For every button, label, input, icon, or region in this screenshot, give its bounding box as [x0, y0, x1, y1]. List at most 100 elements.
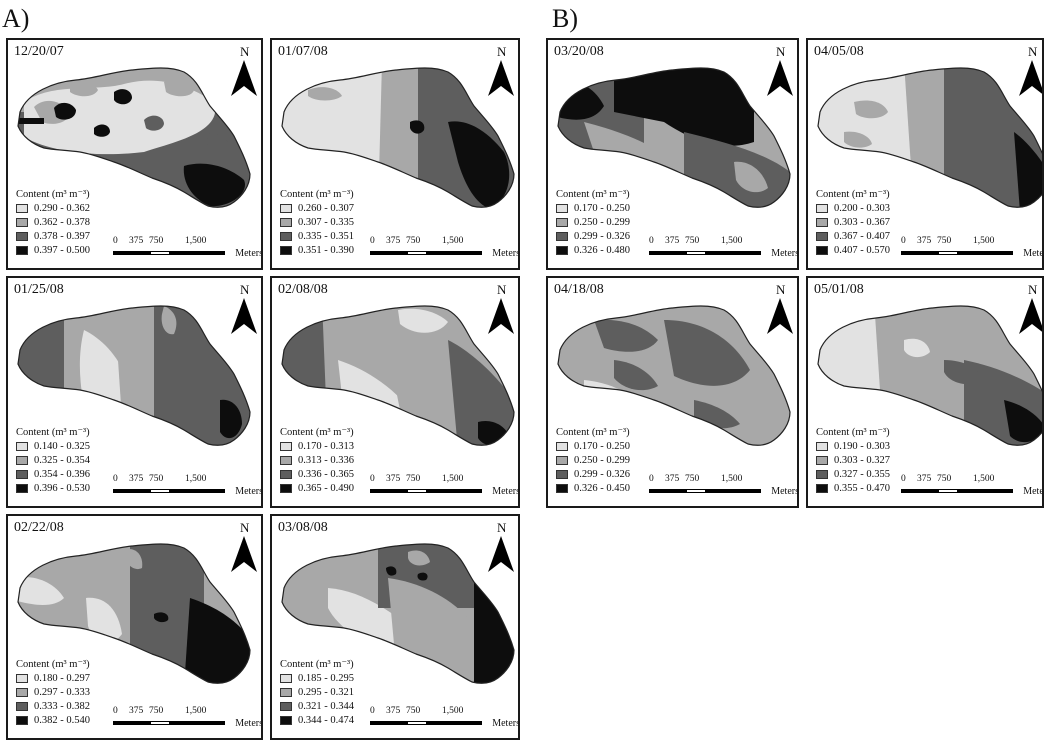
legend-item: 0.326 - 0.450 [556, 481, 630, 495]
watershed-boundary [281, 305, 515, 446]
scale-tick-label: 0 [901, 474, 906, 484]
legend-label: 0.260 - 0.307 [298, 202, 354, 214]
north-label: N [1028, 44, 1038, 59]
scale-bar: 0 375 750 1,500 Meters [370, 706, 518, 732]
legend-label: 0.185 - 0.295 [298, 672, 354, 684]
scale-bar: 0 375 750 1,500 Meters [370, 474, 518, 500]
legend-item: 0.200 - 0.303 [816, 201, 890, 215]
north-arrow-icon [767, 60, 793, 96]
panel-date: 05/01/08 [814, 282, 864, 297]
legend-label: 0.290 - 0.362 [34, 202, 90, 214]
legend-item: 0.303 - 0.327 [816, 453, 890, 467]
legend-swatch [16, 217, 28, 227]
scale-line [649, 489, 761, 493]
watershed-map [817, 305, 1042, 446]
north-arrow-icon [231, 60, 257, 96]
watershed-map [281, 67, 515, 208]
watershed-map [557, 305, 791, 446]
legend-item: 0.354 - 0.396 [16, 467, 90, 481]
legend-swatch [16, 715, 28, 725]
watershed-boundary [17, 305, 251, 446]
north-label: N [240, 520, 250, 535]
legend-title: Content (m³ m⁻³) [280, 189, 354, 200]
legend-label: 0.351 - 0.390 [298, 244, 354, 256]
scale-line [901, 251, 1013, 255]
moisture-zone [24, 80, 216, 155]
legend-label: 0.327 - 0.355 [834, 468, 890, 480]
scale-tick-label: 1,500 [973, 236, 995, 246]
scale-bar: 0 375 750 1,500 Meters [649, 236, 797, 262]
scale-tick-label: 1,500 [721, 236, 743, 246]
legend-label: 0.396 - 0.530 [34, 482, 90, 494]
moisture-zone [408, 550, 430, 566]
map-panel: 02/08/08 N Content (m³ m⁻³) 0.170 - 0.313 0.… [270, 276, 520, 508]
legend-swatch [816, 483, 828, 493]
legend-label: 0.250 - 0.299 [574, 216, 630, 228]
legend-swatch [280, 203, 292, 213]
legend-item: 0.325 - 0.354 [16, 453, 90, 467]
legend-label: 0.303 - 0.367 [834, 216, 890, 228]
legend-swatch [16, 231, 28, 241]
legend-swatch [556, 441, 568, 451]
scale-tick-label: 375 [917, 474, 932, 484]
legend-item: 0.313 - 0.336 [280, 453, 354, 467]
legend: Content (m³ m⁻³) 0.260 - 0.307 0.307 - 0.3… [280, 188, 354, 257]
legend-swatch [16, 687, 28, 697]
legend-label: 0.325 - 0.354 [34, 454, 90, 466]
legend-item: 0.344 - 0.474 [280, 713, 354, 727]
scale-tick-label: 375 [129, 236, 144, 246]
north-arrow-icon [231, 536, 257, 572]
north-label: N [497, 44, 507, 59]
moisture-zone [854, 100, 888, 119]
moisture-zone [614, 360, 658, 391]
panel-date: 01/25/08 [14, 282, 64, 297]
legend-swatch [280, 483, 292, 493]
legend-swatch [280, 701, 292, 711]
legend-swatch [16, 701, 28, 711]
moisture-zone [18, 118, 44, 124]
watershed-boundary [17, 67, 251, 208]
legend-swatch [16, 469, 28, 479]
legend-label: 0.170 - 0.250 [574, 440, 630, 452]
watershed-map [281, 305, 515, 446]
watershed-map [817, 67, 1042, 208]
watershed-map [557, 67, 791, 208]
legend-label: 0.378 - 0.397 [34, 230, 90, 242]
north-arrow-icon [488, 60, 514, 96]
legend: Content (m³ m⁻³) 0.170 - 0.313 0.313 - 0.3… [280, 426, 354, 495]
north-arrow-icon [231, 298, 257, 334]
map-panel: 01/25/08 N Content (m³ m⁻³) 0.140 - 0.325 0.… [6, 276, 263, 508]
legend-label: 0.140 - 0.325 [34, 440, 90, 452]
scale-tick-label: 0 [649, 236, 654, 246]
legend-item: 0.396 - 0.530 [16, 481, 90, 495]
legend-item: 0.397 - 0.500 [16, 243, 90, 257]
legend: Content (m³ m⁻³) 0.200 - 0.303 0.303 - 0.3… [816, 188, 890, 257]
legend-swatch [556, 203, 568, 213]
scale-line [113, 489, 225, 493]
legend-item: 0.382 - 0.540 [16, 713, 90, 727]
legend-swatch [556, 483, 568, 493]
moisture-zone [664, 68, 754, 146]
scale-tick-label: 375 [386, 474, 401, 484]
legend-swatch [280, 715, 292, 725]
legend-item: 0.333 - 0.382 [16, 699, 90, 713]
scale-bar: 0 375 750 1,500 Meters [370, 236, 518, 262]
legend-item: 0.321 - 0.344 [280, 699, 354, 713]
north-label: N [1028, 282, 1038, 297]
section-label-b: B) [552, 4, 578, 33]
legend-swatch [280, 231, 292, 241]
scale-unit: Meters [235, 248, 263, 259]
watershed-boundary [817, 67, 1042, 208]
north-arrow-icon [1019, 60, 1042, 96]
scale-tick-label: 750 [406, 236, 421, 246]
scale-unit: Meters [235, 486, 263, 497]
legend-label: 0.170 - 0.250 [574, 202, 630, 214]
scale-tick-label: 375 [386, 706, 401, 716]
legend-item: 0.378 - 0.397 [16, 229, 90, 243]
legend-item: 0.250 - 0.299 [556, 215, 630, 229]
legend-item: 0.295 - 0.321 [280, 685, 354, 699]
legend-item: 0.185 - 0.295 [280, 671, 354, 685]
map-panel: 03/08/08 N Content (m³ m⁻³) 0.185 - 0.295 0.… [270, 514, 520, 740]
legend-swatch [16, 441, 28, 451]
scale-bar: 0 375 750 1,500 Meters [649, 474, 797, 500]
